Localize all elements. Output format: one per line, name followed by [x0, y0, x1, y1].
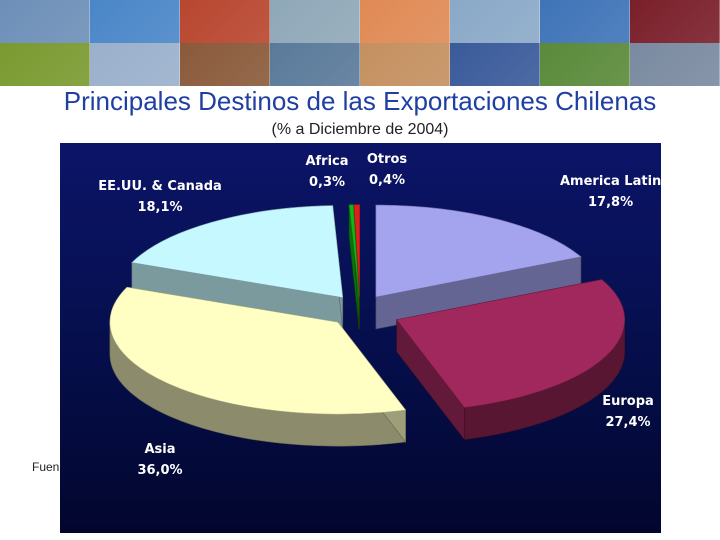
slice-label: Europa — [602, 394, 654, 409]
asparagus-photo-icon — [540, 43, 630, 86]
slice-value-label: 27,4% — [605, 415, 650, 430]
pie-slice-top — [375, 204, 582, 298]
slice-label: Asia — [144, 442, 175, 457]
pie-slice-ee-uu-canada — [131, 205, 344, 330]
slice-label: Africa — [305, 154, 348, 169]
mountains-photo-icon — [270, 43, 360, 86]
pie-slice-asia — [109, 286, 407, 447]
seafood-photo-icon — [360, 43, 450, 86]
banner-row-bottom — [0, 43, 720, 86]
volcano-photo-icon — [540, 0, 630, 43]
pie-chart: America Latina 17,8% Europa 27,4% Asia 36,0% E… — [98, 152, 661, 478]
solar-panel-photo-icon — [450, 43, 540, 86]
banner-photo-strip — [0, 0, 720, 86]
slice-label: EE.UU. & Canada — [98, 179, 222, 194]
pie-slice-africa — [348, 204, 360, 329]
landscape-photo-icon — [0, 0, 90, 43]
industrial-photo-icon — [450, 0, 540, 43]
pie-slice-top — [353, 204, 360, 297]
factory-photo-icon — [180, 43, 270, 86]
slice-value-label: 18,1% — [137, 200, 182, 215]
kiwi-photo-icon — [0, 43, 90, 86]
salmon-photo-icon — [360, 0, 450, 43]
pie-slice-top — [348, 204, 360, 297]
slice-value-label: 0,3% — [309, 175, 345, 190]
slice-value-label: 17,8% — [588, 195, 633, 210]
apples-photo-icon — [180, 0, 270, 43]
city-photo-icon — [630, 43, 720, 86]
chart-panel: America Latina 17,8% Europa 27,4% Asia 36,0% E… — [60, 143, 661, 533]
office-worker-photo-icon — [270, 0, 360, 43]
document-photo-icon — [90, 43, 180, 86]
pie-slice-top — [109, 286, 407, 415]
slice-label: Otros — [367, 152, 408, 167]
source-note: Fuen — [32, 460, 60, 474]
pie-slice-europa — [396, 279, 626, 441]
pie-slice-top — [396, 279, 625, 408]
pie-slice-top — [131, 205, 344, 298]
wine-photo-icon — [630, 0, 720, 43]
slice-value-label: 36,0% — [137, 463, 182, 478]
banner-row-top — [0, 0, 720, 43]
page-subtitle: (% a Diciembre de 2004) — [271, 121, 449, 138]
bird-photo-icon — [90, 0, 180, 43]
slice-value-label: 0,4% — [369, 173, 405, 188]
slice-label: America Latina — [560, 174, 661, 189]
page-title: Principales Destinos de las Exportacione… — [63, 86, 657, 116]
